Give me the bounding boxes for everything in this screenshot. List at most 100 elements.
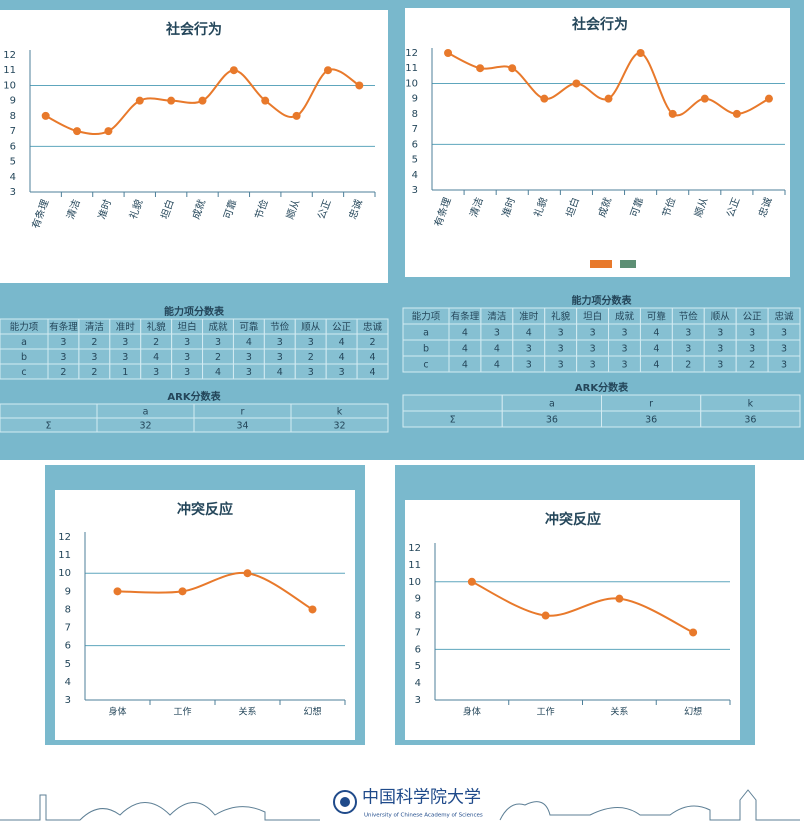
table-header: 清洁	[85, 321, 104, 333]
data-point	[229, 66, 238, 75]
y-tick-label: 9	[65, 586, 71, 597]
table-cell	[0, 403, 98, 419]
table-cell-text: 3	[621, 344, 627, 355]
table-cell-text: 2	[308, 352, 314, 363]
table-cell	[767, 355, 801, 373]
table-cell	[402, 394, 503, 412]
table-cell-text: 3	[526, 360, 532, 371]
y-tick-label: 5	[65, 659, 71, 670]
table-cell-text: 3	[781, 328, 787, 339]
table-header: r	[241, 407, 245, 418]
table-cell-text: 32	[139, 421, 151, 432]
data-point	[261, 96, 270, 105]
y-tick-label: 4	[412, 170, 418, 181]
chart-card	[405, 500, 740, 740]
x-tick-label: 幻想	[684, 706, 702, 718]
data-point	[113, 587, 122, 596]
table-cell-text: 4	[653, 360, 659, 371]
table-cell-text: 3	[590, 328, 596, 339]
y-tick-label: 12	[3, 50, 16, 61]
logo-emblem-core	[340, 797, 350, 807]
table-cell-text: 3	[717, 344, 723, 355]
table-cell-text: 3	[717, 360, 723, 371]
table-title: 能力项分数表	[164, 305, 225, 318]
table-cell	[290, 417, 389, 433]
y-tick-label: 3	[65, 695, 71, 706]
y-tick-label: 8	[10, 111, 16, 122]
table-header: 顺从	[301, 322, 321, 333]
y-tick-label: 8	[415, 611, 421, 622]
y-tick-label: 5	[10, 157, 16, 168]
table-cell-text: 2	[685, 360, 691, 371]
table-cell-text: 3	[308, 337, 314, 348]
table-header: 公正	[332, 322, 352, 333]
table-cell-text: 3	[246, 352, 252, 363]
table-header: 准时	[519, 311, 539, 323]
x-tick-label: 身体	[108, 706, 126, 718]
chart-card	[405, 8, 790, 277]
table-header: 礼貌	[147, 321, 167, 333]
table-header: a	[549, 399, 555, 410]
table-cell-text: 4	[339, 352, 345, 363]
y-tick-label: 10	[58, 568, 71, 579]
table-header: 成就	[208, 321, 228, 333]
y-tick-label: 11	[3, 65, 16, 76]
table-cell-text: 3	[590, 344, 596, 355]
data-point	[467, 577, 476, 586]
table-cell	[356, 363, 389, 380]
table-cell-text: 2	[91, 367, 97, 378]
data-point	[308, 605, 317, 614]
y-tick-label: 7	[10, 126, 16, 137]
table-header: r	[649, 399, 653, 410]
y-tick-label: 8	[412, 109, 418, 120]
table-cell-text: 4	[370, 352, 376, 363]
table-cell-text: b	[21, 352, 27, 363]
table-header: 忠诚	[363, 321, 383, 333]
table-cell-text: Σ	[450, 415, 456, 426]
y-tick-label: 10	[408, 577, 421, 588]
chart-card	[55, 490, 355, 740]
table-cell-text: 3	[246, 367, 252, 378]
data-point	[355, 81, 364, 90]
y-tick-label: 7	[65, 623, 71, 634]
table-cell-text: 32	[333, 421, 345, 432]
logo-emblem	[333, 790, 357, 814]
y-tick-label: 10	[3, 80, 16, 91]
y-tick-label: 8	[65, 604, 71, 615]
table-cell-text: 3	[749, 328, 755, 339]
data-point	[732, 109, 741, 118]
data-point	[540, 94, 549, 103]
table-cell-text: 3	[558, 344, 564, 355]
table-cell-text: 3	[184, 367, 190, 378]
table-cell-text: 3	[685, 328, 691, 339]
table-cell-text: 3	[184, 352, 190, 363]
table-cell-text: 4	[462, 344, 468, 355]
table-title: ARK分数表	[575, 381, 629, 394]
table-header: 节俭	[270, 321, 290, 333]
table-header: 有条理	[451, 311, 480, 323]
table-cell-text: Σ	[45, 421, 51, 432]
table-cell-text: 36	[645, 415, 657, 426]
table-cell-text: 4	[494, 360, 500, 371]
table-cell-text: 4	[215, 367, 221, 378]
table-cell-text: 2	[370, 337, 376, 348]
table-cell-text: 3	[621, 328, 627, 339]
table-cell-text: 3	[558, 328, 564, 339]
table-title: 能力项分数表	[572, 294, 633, 307]
table-cell-text: 3	[781, 344, 787, 355]
y-tick-label: 5	[415, 661, 421, 672]
table-cell-text: 3	[122, 352, 128, 363]
y-tick-label: 9	[10, 96, 16, 107]
y-tick-label: 11	[405, 63, 418, 74]
table-cell-text: 34	[236, 421, 248, 432]
table-cell-text: 3	[590, 360, 596, 371]
data-point	[243, 569, 252, 578]
table-cell-text: 3	[494, 328, 500, 339]
y-tick-label: 11	[58, 550, 71, 561]
y-tick-label: 3	[415, 695, 421, 706]
table-cell-text: 2	[153, 337, 159, 348]
table-cell-text: 2	[60, 367, 66, 378]
y-tick-label: 12	[405, 48, 418, 59]
x-tick-label: 幻想	[303, 706, 321, 718]
y-tick-label: 7	[415, 627, 421, 638]
